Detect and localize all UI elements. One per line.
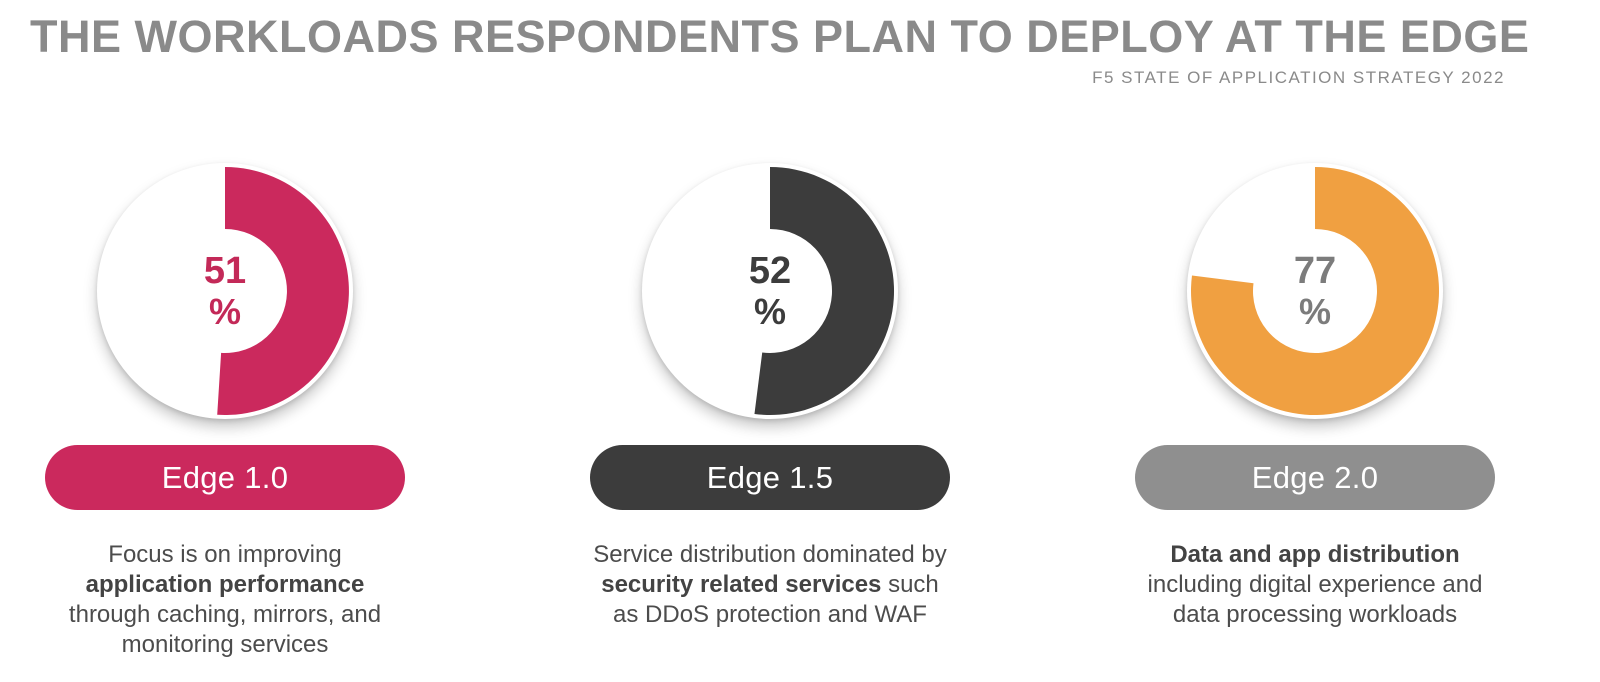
edge-1-0-description: Focus is on improving application perform… xyxy=(68,541,382,658)
donut-cards-row: 51 % Edge 1.0 Focus is on improving appli… xyxy=(5,163,1535,660)
donut-arc xyxy=(754,167,895,416)
edge-1-5-donut-chart: 52 % xyxy=(642,163,898,419)
percent-sign: % xyxy=(753,291,786,332)
edge-2-0-description: Data and app distribution including digit… xyxy=(1147,541,1483,628)
edge-1-0-pill-label: Edge 1.0 xyxy=(161,459,289,495)
edge-1-5-pill: Edge 1.5 xyxy=(590,445,950,510)
percent-value: 77 xyxy=(1293,250,1337,292)
edge-1-5-description: Service distribution dominated by securit… xyxy=(593,541,947,628)
edge-2-0-card: 77 % Edge 2.0 Data and app distribution i… xyxy=(1095,163,1535,660)
donut-arc xyxy=(217,167,349,415)
percent-value: 51 xyxy=(203,250,247,292)
source-caption: F5 STATE OF APPLICATION STRATEGY 2022 xyxy=(1092,68,1505,87)
page-title: THE WORKLOADS RESPONDENTS PLAN TO DEPLOY… xyxy=(30,11,1530,62)
donut-arc xyxy=(1191,167,1440,415)
edge-2-0-donut-chart: 77 % xyxy=(1187,163,1443,419)
donut-value-label: 77 % xyxy=(1187,163,1443,419)
percent-value: 52 xyxy=(748,250,792,292)
edge-2-0-pill-label: Edge 2.0 xyxy=(1251,459,1379,495)
edge-1-0-card: 51 % Edge 1.0 Focus is on improving appli… xyxy=(5,163,445,660)
donut-value-label: 51 % xyxy=(97,163,353,419)
percent-sign: % xyxy=(208,291,241,332)
edge-1-5-pill-label: Edge 1.5 xyxy=(706,459,834,495)
edge-1-0-donut-chart: 51 % xyxy=(97,163,353,419)
edge-2-0-pill: Edge 2.0 xyxy=(1135,445,1495,510)
percent-sign: % xyxy=(1298,291,1331,332)
edge-1-5-card: 52 % Edge 1.5 Service distribution domin… xyxy=(550,163,990,660)
donut-value-label: 52 % xyxy=(642,163,898,419)
edge-1-0-pill: Edge 1.0 xyxy=(45,445,405,510)
